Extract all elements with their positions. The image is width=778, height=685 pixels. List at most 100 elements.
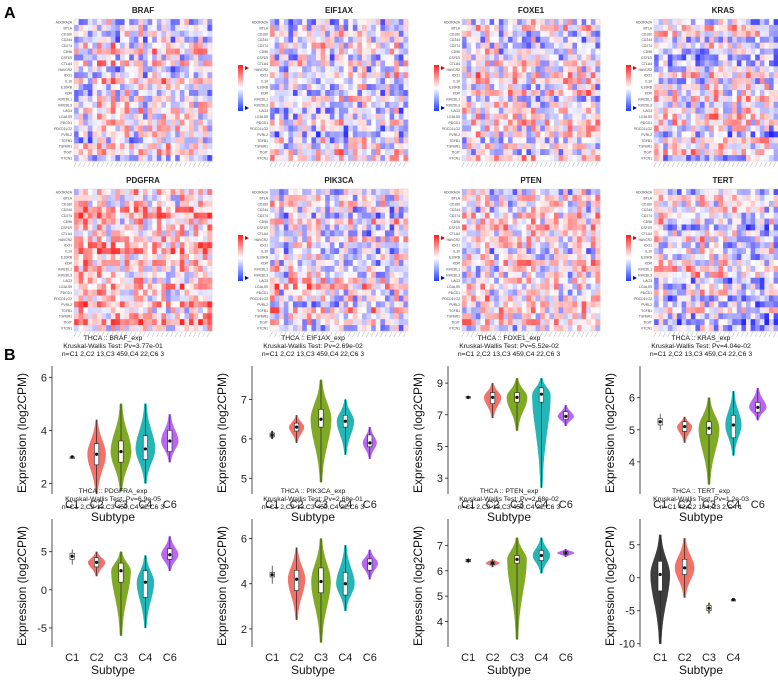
heat-cell: [202, 254, 208, 261]
heat-cell: [503, 72, 509, 79]
heat-cell: [549, 194, 555, 202]
heat-cell: [156, 66, 162, 73]
col-label-tick: [567, 161, 571, 168]
heat-cell: [480, 78, 486, 85]
heat-cell: [207, 230, 213, 237]
heat-cell: [595, 125, 601, 132]
heat-cell: [87, 307, 93, 314]
heat-cell: [704, 149, 710, 156]
heat-cell: [334, 200, 340, 208]
heat-cell: [74, 236, 79, 243]
heat-cell: [175, 36, 181, 43]
heat-cell: [74, 242, 79, 249]
heat-cell: [138, 131, 144, 138]
heat-cell: [156, 242, 162, 249]
heat-cell: [590, 131, 596, 138]
heat-cell: [554, 90, 559, 97]
heat-cell: [466, 84, 472, 91]
heat-cell: [115, 155, 121, 162]
heat-cell: [677, 36, 682, 43]
heat-cell: [343, 101, 349, 109]
heat-cell: [672, 119, 678, 126]
heatmap-braf: BRAFADORA2ABTLACD160CD244CD274CD96CSF1RC…: [54, 6, 249, 168]
heat-cell: [581, 48, 587, 55]
heat-cell: [161, 313, 167, 320]
heat-cell: [658, 131, 664, 138]
heat-cell: [179, 271, 185, 279]
heat-cell: [512, 19, 518, 26]
heat-cell: [389, 218, 395, 225]
heat-cell: [198, 84, 204, 91]
heat-cell: [489, 125, 495, 132]
heat-cell: [343, 271, 349, 279]
heat-cell: [297, 19, 303, 26]
heat-cell: [586, 24, 592, 32]
heat-cell: [270, 200, 275, 208]
heat-cell: [677, 149, 682, 156]
heat-cell: [398, 260, 404, 267]
heat-cell: [704, 143, 710, 150]
heat-cell: [152, 19, 158, 26]
heat-cell: [184, 42, 190, 49]
heat-cell: [704, 60, 710, 67]
heat-cell: [325, 42, 331, 49]
heat-cell: [727, 24, 733, 32]
heat-cell: [654, 125, 659, 132]
heat-cell: [270, 54, 275, 61]
heat-cell: [581, 137, 587, 144]
row-label: CD160: [449, 202, 460, 206]
heat-cell: [334, 283, 340, 290]
heat-cell: [115, 218, 121, 225]
heat-cell: [750, 90, 756, 97]
heat-cell: [755, 101, 761, 109]
heat-cell: [695, 72, 701, 79]
heat-cell: [498, 95, 504, 103]
heat-cell: [170, 36, 176, 43]
heat-cell: [124, 143, 130, 150]
heat-cell: [74, 101, 79, 109]
heat-cell: [124, 277, 130, 284]
heat-cell: [750, 113, 756, 120]
heat-cell: [166, 107, 171, 114]
heat-cell: [572, 212, 578, 219]
heat-cell: [166, 236, 171, 243]
heat-cell: [147, 66, 153, 73]
heat-cell: [549, 48, 555, 55]
heat-cell: [189, 42, 194, 49]
col-label-tick: [156, 161, 160, 168]
heat-cell: [362, 277, 367, 284]
heat-cell: [357, 131, 363, 138]
heat-cell: [549, 42, 555, 49]
heat-cell: [306, 72, 312, 79]
heat-cell: [385, 248, 390, 255]
row-label: TIGIT: [63, 151, 72, 155]
heat-cell: [175, 289, 181, 296]
heat-cell: [366, 265, 372, 273]
heat-cell: [87, 224, 93, 231]
heat-cell: [366, 95, 372, 103]
heat-cell: [686, 90, 692, 97]
heat-cell: [101, 131, 107, 138]
heat-cell: [78, 236, 84, 243]
heat-cell: [755, 48, 761, 55]
heat-cell: [179, 289, 185, 296]
heat-cell: [325, 113, 331, 120]
heat-cell: [672, 36, 678, 43]
heat-cell: [138, 307, 144, 314]
heat-cell: [590, 230, 596, 237]
heat-cell: [110, 131, 116, 138]
heat-cell: [124, 325, 130, 332]
heat-cell: [198, 66, 204, 73]
heat-cell: [133, 236, 139, 243]
heat-cell: [152, 155, 158, 162]
heat-cell: [339, 295, 344, 302]
heat-cell: [371, 125, 377, 132]
heat-cell: [366, 113, 372, 120]
heat-cell: [394, 66, 400, 73]
heat-cell: [297, 224, 303, 231]
heat-cell: [700, 95, 705, 103]
heat-cell: [156, 283, 162, 290]
heat-cell: [403, 283, 409, 290]
heat-cell: [161, 60, 167, 67]
heat-cell: [120, 131, 125, 138]
